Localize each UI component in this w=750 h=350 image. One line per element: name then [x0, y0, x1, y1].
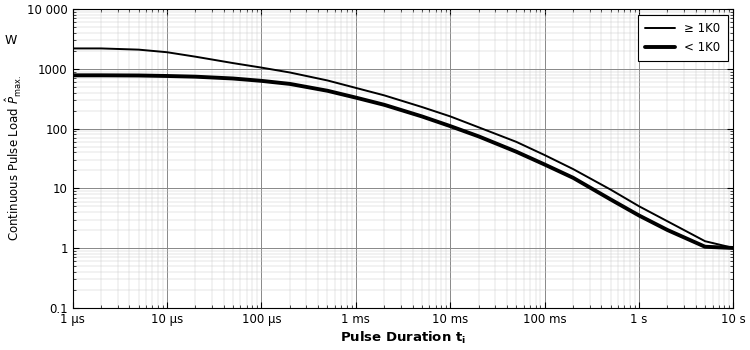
- ≥ 1K0: [512, 140, 520, 144]
- < 1K0: [191, 75, 200, 79]
- Y-axis label: Continuous Pulse Load $\hat{P}_{\mathrm{max.}}$: Continuous Pulse Load $\hat{P}_{\mathrm{…: [4, 76, 24, 242]
- ≥ 1K0: [229, 61, 238, 65]
- < 1K0: [351, 96, 360, 100]
- < 1K0: [446, 124, 454, 128]
- < 1K0: [285, 82, 294, 86]
- ≥ 1K0: [417, 105, 426, 109]
- ≥ 1K0: [663, 219, 672, 223]
- < 1K0: [257, 79, 266, 83]
- < 1K0: [568, 176, 578, 180]
- Text: W: W: [4, 34, 16, 47]
- ≥ 1K0: [729, 246, 738, 250]
- ≥ 1K0: [568, 167, 578, 171]
- < 1K0: [474, 134, 483, 139]
- < 1K0: [134, 74, 143, 78]
- X-axis label: Pulse Duration $\mathbf{t_i}$: Pulse Duration $\mathbf{t_i}$: [340, 330, 466, 346]
- ≥ 1K0: [540, 153, 549, 157]
- ≥ 1K0: [191, 55, 200, 59]
- < 1K0: [229, 76, 238, 80]
- < 1K0: [380, 103, 388, 107]
- ≥ 1K0: [134, 48, 143, 52]
- Line: < 1K0: < 1K0: [73, 75, 734, 248]
- < 1K0: [97, 73, 106, 77]
- ≥ 1K0: [634, 204, 644, 208]
- < 1K0: [163, 74, 172, 78]
- < 1K0: [68, 73, 77, 77]
- < 1K0: [323, 89, 332, 93]
- Legend: ≥ 1K0, < 1K0: ≥ 1K0, < 1K0: [638, 15, 728, 61]
- Line: ≥ 1K0: ≥ 1K0: [73, 48, 734, 248]
- ≥ 1K0: [163, 50, 172, 54]
- ≥ 1K0: [257, 65, 266, 70]
- ≥ 1K0: [323, 78, 332, 83]
- < 1K0: [540, 162, 549, 167]
- ≥ 1K0: [97, 46, 106, 50]
- < 1K0: [663, 228, 672, 232]
- < 1K0: [512, 149, 520, 154]
- < 1K0: [729, 246, 738, 250]
- ≥ 1K0: [285, 70, 294, 75]
- < 1K0: [634, 214, 644, 218]
- ≥ 1K0: [68, 46, 77, 50]
- ≥ 1K0: [351, 86, 360, 90]
- < 1K0: [606, 197, 615, 202]
- < 1K0: [417, 114, 426, 119]
- ≥ 1K0: [474, 125, 483, 130]
- ≥ 1K0: [700, 239, 709, 243]
- < 1K0: [700, 245, 709, 249]
- ≥ 1K0: [380, 93, 388, 97]
- ≥ 1K0: [446, 114, 454, 119]
- ≥ 1K0: [606, 188, 615, 192]
